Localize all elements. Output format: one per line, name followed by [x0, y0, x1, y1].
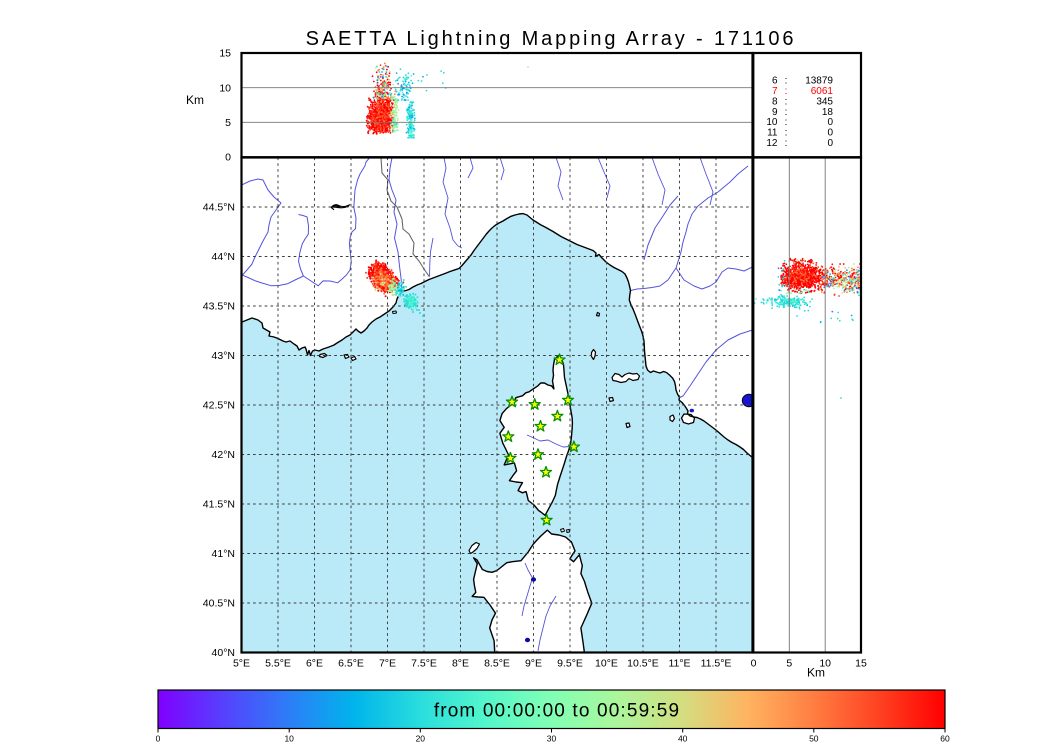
svg-text:60: 60: [940, 734, 950, 744]
svg-text:11°E: 11°E: [668, 658, 690, 670]
svg-text:0: 0: [156, 734, 161, 744]
svg-text:Km: Km: [186, 93, 204, 107]
svg-text:13879: 13879: [805, 75, 833, 86]
svg-text:6.5°E: 6.5°E: [338, 658, 364, 670]
svg-text:44°N: 44°N: [212, 251, 235, 263]
svg-text:12: 12: [766, 138, 778, 149]
svg-text:0: 0: [827, 117, 833, 128]
svg-text:15: 15: [855, 658, 867, 670]
svg-text:40.5°N: 40.5°N: [203, 598, 235, 610]
svg-text:10: 10: [284, 734, 294, 744]
svg-text:42.5°N: 42.5°N: [203, 400, 235, 412]
svg-text:Km: Km: [807, 666, 825, 680]
svg-text:from 00:00:00 to 00:59:59: from 00:00:00 to 00:59:59: [434, 701, 680, 722]
svg-text::: :: [785, 86, 788, 97]
svg-text:10°E: 10°E: [595, 658, 618, 670]
svg-text:5.5°E: 5.5°E: [265, 658, 291, 670]
svg-text:7°E: 7°E: [379, 658, 396, 670]
svg-text::: :: [785, 117, 788, 128]
svg-text:30: 30: [547, 734, 557, 744]
svg-text:8: 8: [772, 96, 778, 107]
svg-text:40: 40: [678, 734, 688, 744]
svg-text:11.5°E: 11.5°E: [701, 658, 732, 670]
svg-text::: :: [785, 138, 788, 149]
svg-text::: :: [785, 96, 788, 107]
svg-text:0: 0: [751, 658, 757, 670]
svg-text:6°E: 6°E: [306, 658, 323, 670]
svg-text:43.5°N: 43.5°N: [203, 301, 235, 313]
svg-text:10: 10: [766, 117, 778, 128]
svg-text:10: 10: [219, 82, 231, 94]
svg-text:7.5°E: 7.5°E: [411, 658, 437, 670]
svg-text:50: 50: [809, 734, 819, 744]
svg-text:5: 5: [786, 658, 792, 670]
svg-text:6061: 6061: [811, 86, 834, 97]
svg-text:42°N: 42°N: [212, 449, 235, 461]
svg-text::: :: [785, 128, 788, 139]
svg-text::: :: [785, 107, 788, 118]
svg-text:5: 5: [225, 117, 231, 129]
svg-text:44.5°N: 44.5°N: [203, 202, 235, 214]
svg-text:8°E: 8°E: [452, 658, 469, 670]
svg-text:0: 0: [827, 128, 833, 139]
svg-text:345: 345: [816, 96, 833, 107]
svg-text:41°N: 41°N: [212, 548, 235, 560]
svg-text:9: 9: [772, 107, 778, 118]
svg-text:15: 15: [219, 48, 231, 60]
svg-text:40°N: 40°N: [212, 647, 235, 659]
svg-text:9°E: 9°E: [525, 658, 542, 670]
svg-text:20: 20: [416, 734, 426, 744]
svg-text:0: 0: [225, 152, 231, 164]
svg-text:SAETTA Lightning Mapping Array: SAETTA Lightning Mapping Array - 171106: [306, 28, 797, 50]
svg-text::: :: [785, 75, 788, 86]
svg-text:43°N: 43°N: [212, 350, 235, 362]
svg-text:5°E: 5°E: [233, 658, 250, 670]
svg-text:10: 10: [819, 658, 831, 670]
svg-text:7: 7: [772, 86, 778, 97]
svg-text:18: 18: [822, 107, 834, 118]
svg-text:11: 11: [767, 128, 778, 139]
svg-text:0: 0: [827, 138, 833, 149]
svg-text:41.5°N: 41.5°N: [203, 499, 235, 511]
svg-text:8.5°E: 8.5°E: [484, 658, 510, 670]
svg-text:6: 6: [772, 75, 778, 86]
svg-text:9.5°E: 9.5°E: [557, 658, 583, 670]
svg-text:10.5°E: 10.5°E: [627, 658, 659, 670]
